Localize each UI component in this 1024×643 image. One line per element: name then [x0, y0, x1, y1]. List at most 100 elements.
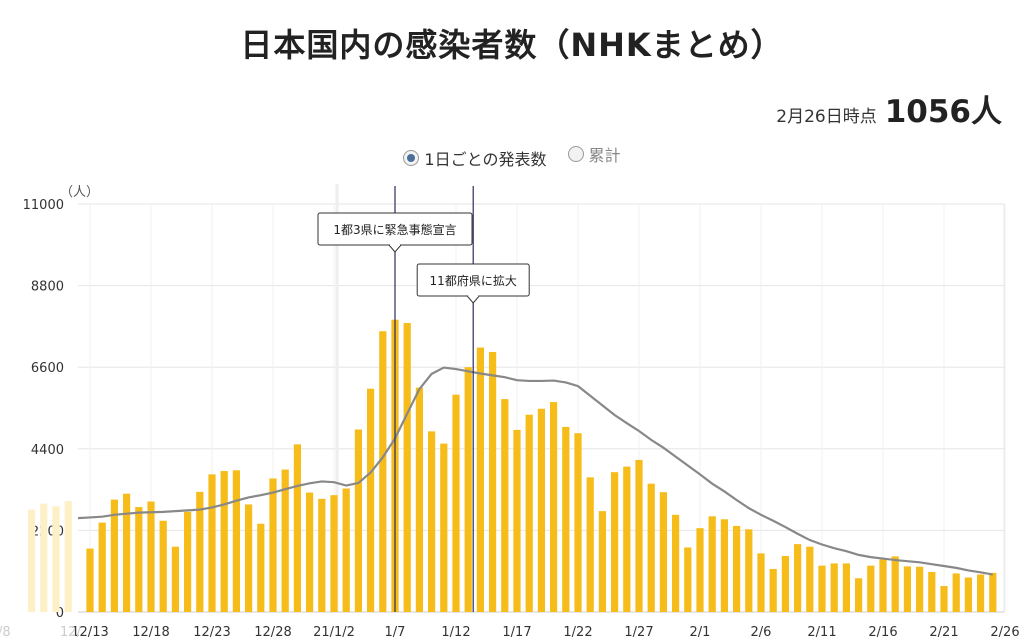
y-tick-label: 0 — [56, 606, 64, 621]
bar — [769, 568, 777, 612]
bar — [647, 483, 655, 612]
bar — [928, 571, 936, 612]
bar — [867, 565, 875, 612]
bar — [916, 566, 924, 612]
bar-faded — [64, 501, 72, 612]
y-tick-label: 8800 — [31, 280, 64, 295]
x-tick-label: 1/22 — [563, 625, 592, 640]
bar — [659, 492, 667, 612]
bar — [757, 553, 765, 612]
bar — [379, 331, 387, 612]
bar — [501, 399, 509, 612]
seven-day-average-line — [77, 366, 993, 576]
bar-faded — [28, 509, 36, 612]
bar — [952, 573, 960, 612]
x-tick-label: 12/23 — [193, 625, 230, 640]
bar — [428, 431, 436, 612]
bar — [147, 501, 155, 612]
bar — [940, 586, 948, 612]
bar — [232, 470, 240, 612]
bar — [696, 528, 704, 612]
bar — [245, 504, 253, 612]
x-tick-label: 2/6 — [751, 625, 772, 640]
bar — [489, 351, 497, 612]
x-tick-label: 12/28 — [254, 625, 291, 640]
bar — [196, 491, 204, 612]
bar — [562, 426, 570, 612]
bar — [330, 495, 338, 612]
bar — [830, 563, 838, 612]
radio-unselected-icon — [567, 146, 584, 162]
bar — [879, 559, 887, 612]
bar — [452, 394, 460, 612]
bar — [781, 555, 789, 612]
x-tick-label: 2/21 — [929, 625, 958, 640]
bar — [476, 347, 484, 612]
bar — [586, 477, 594, 612]
y-unit-label: （人） — [60, 185, 99, 200]
x-tick-label: 2/16 — [868, 625, 897, 640]
radio-selected-icon — [403, 150, 420, 166]
bar — [964, 577, 972, 612]
x-tick-label: 2/11 — [807, 625, 836, 640]
x-tick-label: 1/12 — [441, 625, 470, 640]
x-tick-label: 12/18 — [132, 625, 169, 640]
bar — [635, 459, 643, 612]
bar — [794, 544, 802, 612]
bar — [855, 578, 863, 612]
bar — [818, 565, 826, 612]
bar — [220, 471, 228, 612]
page-title: 日本国内の感染者数（NHKまとめ） — [240, 26, 784, 64]
bar — [891, 556, 899, 612]
bar — [672, 514, 680, 612]
bar — [806, 546, 814, 612]
view-toggle: 1日ごとの発表数 累計 — [0, 142, 1024, 170]
bar — [525, 414, 533, 612]
x-tick-label-faded: /8 — [0, 625, 11, 640]
bar — [537, 408, 545, 612]
bar — [415, 387, 423, 612]
bar — [550, 402, 558, 612]
bar — [293, 444, 301, 612]
bar — [440, 443, 448, 612]
bar — [135, 507, 143, 612]
bar — [720, 519, 728, 612]
x-tick-label: 1/17 — [502, 625, 531, 640]
event-annotation-pointer — [466, 295, 481, 304]
radio-cumulative-label: 累計 — [588, 146, 621, 165]
bar — [623, 466, 631, 612]
bar — [342, 488, 350, 612]
bar — [513, 429, 521, 612]
bar — [611, 472, 619, 612]
x-tick-label: 2/1 — [690, 625, 711, 640]
bar — [208, 474, 216, 612]
bar — [281, 469, 289, 612]
bar — [159, 520, 167, 612]
bar-faded — [52, 506, 60, 612]
bar — [367, 388, 375, 612]
bar — [184, 511, 192, 612]
bar — [171, 546, 179, 612]
y-tick-label: 11000 — [23, 198, 64, 213]
y-tick-label: 4400 — [31, 443, 64, 458]
radio-daily[interactable]: 1日ごとの発表数 — [403, 146, 546, 170]
bar — [733, 525, 741, 612]
as-of-date: 2月26日時点 — [776, 107, 877, 127]
event-annotation-label: 11都府県に拡大 — [430, 273, 517, 288]
bar — [123, 493, 131, 612]
bar — [269, 478, 277, 612]
bar — [574, 433, 582, 612]
bar — [403, 323, 411, 612]
bar — [306, 492, 314, 612]
bar — [989, 572, 997, 612]
bar — [684, 547, 692, 612]
radio-cumulative[interactable]: 累計 — [567, 142, 621, 166]
bar — [977, 574, 985, 612]
bar — [464, 367, 472, 612]
bar — [708, 516, 716, 612]
bar — [318, 498, 326, 612]
x-tick-label-faded: 12/ — [60, 625, 82, 640]
bar — [842, 563, 850, 612]
bar — [86, 548, 94, 612]
